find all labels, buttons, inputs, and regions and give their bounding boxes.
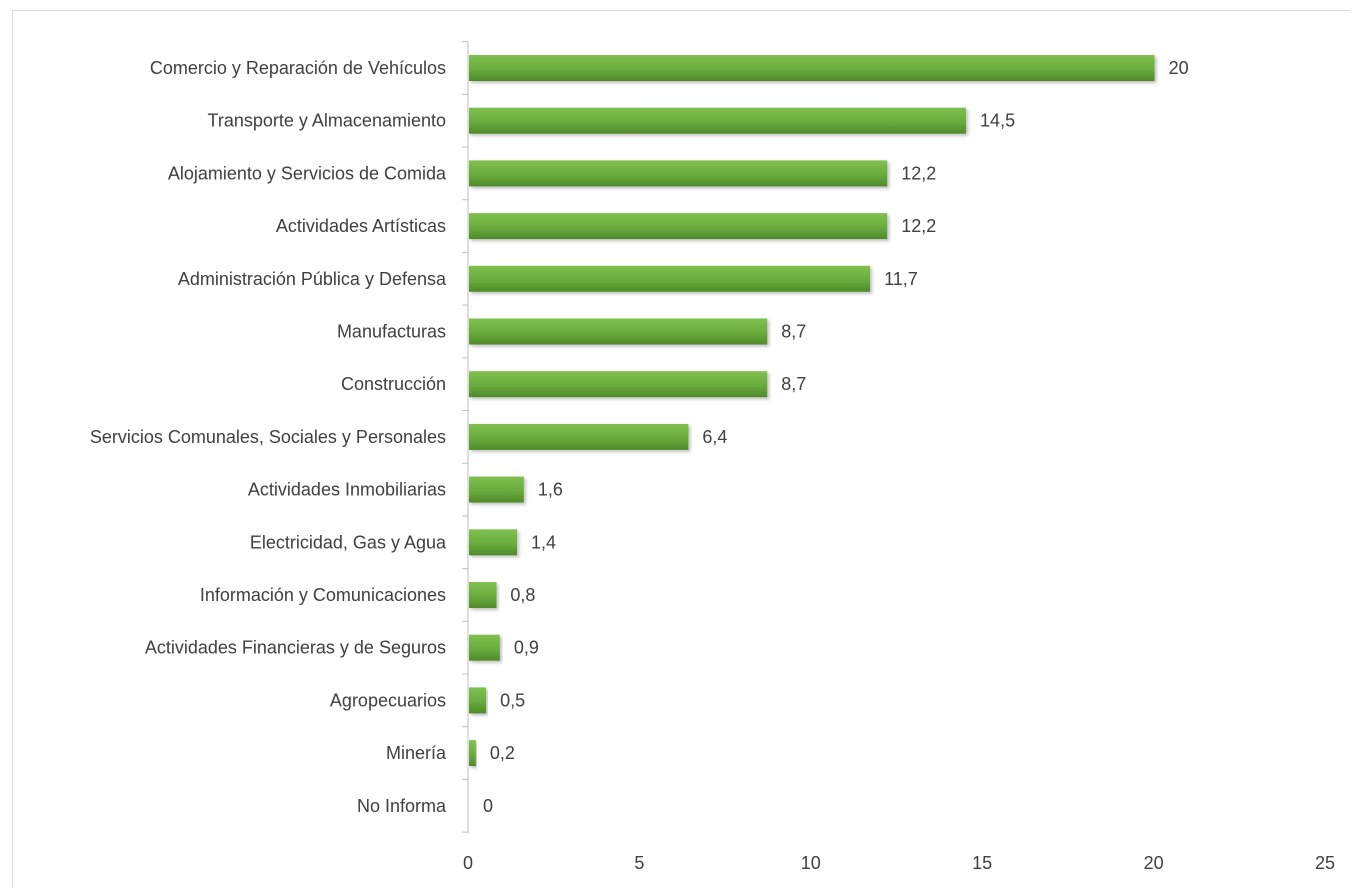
value-label: 6,4 <box>702 427 727 447</box>
value-label: 8,7 <box>781 322 806 342</box>
value-label: 12,2 <box>901 216 936 236</box>
bar <box>469 423 689 450</box>
label-layer: Comercio y Reparación de Vehículos 20 Tran… <box>90 58 1189 816</box>
x-tick-label: 5 <box>634 853 644 873</box>
x-tick-label: 25 <box>1315 853 1335 873</box>
x-tick-label: 0 <box>463 853 473 873</box>
category-label: Información y Comunicaciones <box>200 585 446 605</box>
category-label: Comercio y Reparación de Vehículos <box>150 58 446 78</box>
x-tick-label: 15 <box>972 853 992 873</box>
x-tick-label: 20 <box>1144 853 1164 873</box>
bar <box>469 371 768 398</box>
bar <box>469 634 500 661</box>
value-label: 20 <box>1169 58 1189 78</box>
bar <box>469 476 524 503</box>
category-label: Construcción <box>341 374 446 394</box>
value-label: 12,2 <box>901 163 936 183</box>
bar-layer <box>469 55 1155 767</box>
x-tick-label: 10 <box>801 853 821 873</box>
bar <box>469 582 497 608</box>
value-label: 0,9 <box>514 638 539 658</box>
bar <box>469 55 1155 81</box>
bar <box>469 107 967 134</box>
value-label: 0,8 <box>510 585 535 605</box>
category-label: Servicios Comunales, Sociales y Personal… <box>90 427 446 447</box>
category-label: No Informa <box>357 796 447 816</box>
bar <box>469 687 487 714</box>
bar <box>469 160 888 187</box>
category-label: Administración Pública y Defensa <box>178 269 447 289</box>
chart-frame <box>12 10 1350 888</box>
value-label: 8,7 <box>781 374 806 394</box>
category-label: Electricidad, Gas y Agua <box>250 532 447 552</box>
category-label: Actividades Artísticas <box>276 216 446 236</box>
bar <box>469 740 476 767</box>
bar <box>469 529 517 556</box>
axis-layer: 0 5 10 15 20 25 <box>462 41 1335 873</box>
category-label: Alojamiento y Servicios de Comida <box>168 163 447 183</box>
category-label: Minería <box>386 743 447 763</box>
category-label: Actividades Inmobiliarias <box>248 480 446 500</box>
bar <box>469 213 888 240</box>
value-label: 0,2 <box>490 743 515 763</box>
bar <box>469 265 871 292</box>
category-label: Agropecuarios <box>330 690 446 710</box>
value-label: 11,7 <box>884 269 918 289</box>
value-label: 0 <box>483 796 493 816</box>
bar <box>469 318 768 345</box>
value-label: 1,4 <box>531 532 556 552</box>
value-label: 1,6 <box>538 480 563 500</box>
category-label: Transporte y Almacenamiento <box>208 111 446 131</box>
category-label: Actividades Financieras y de Seguros <box>145 638 446 658</box>
value-label: 0,5 <box>500 690 525 710</box>
category-label: Manufacturas <box>337 322 446 342</box>
value-label: 14,5 <box>980 111 1015 131</box>
